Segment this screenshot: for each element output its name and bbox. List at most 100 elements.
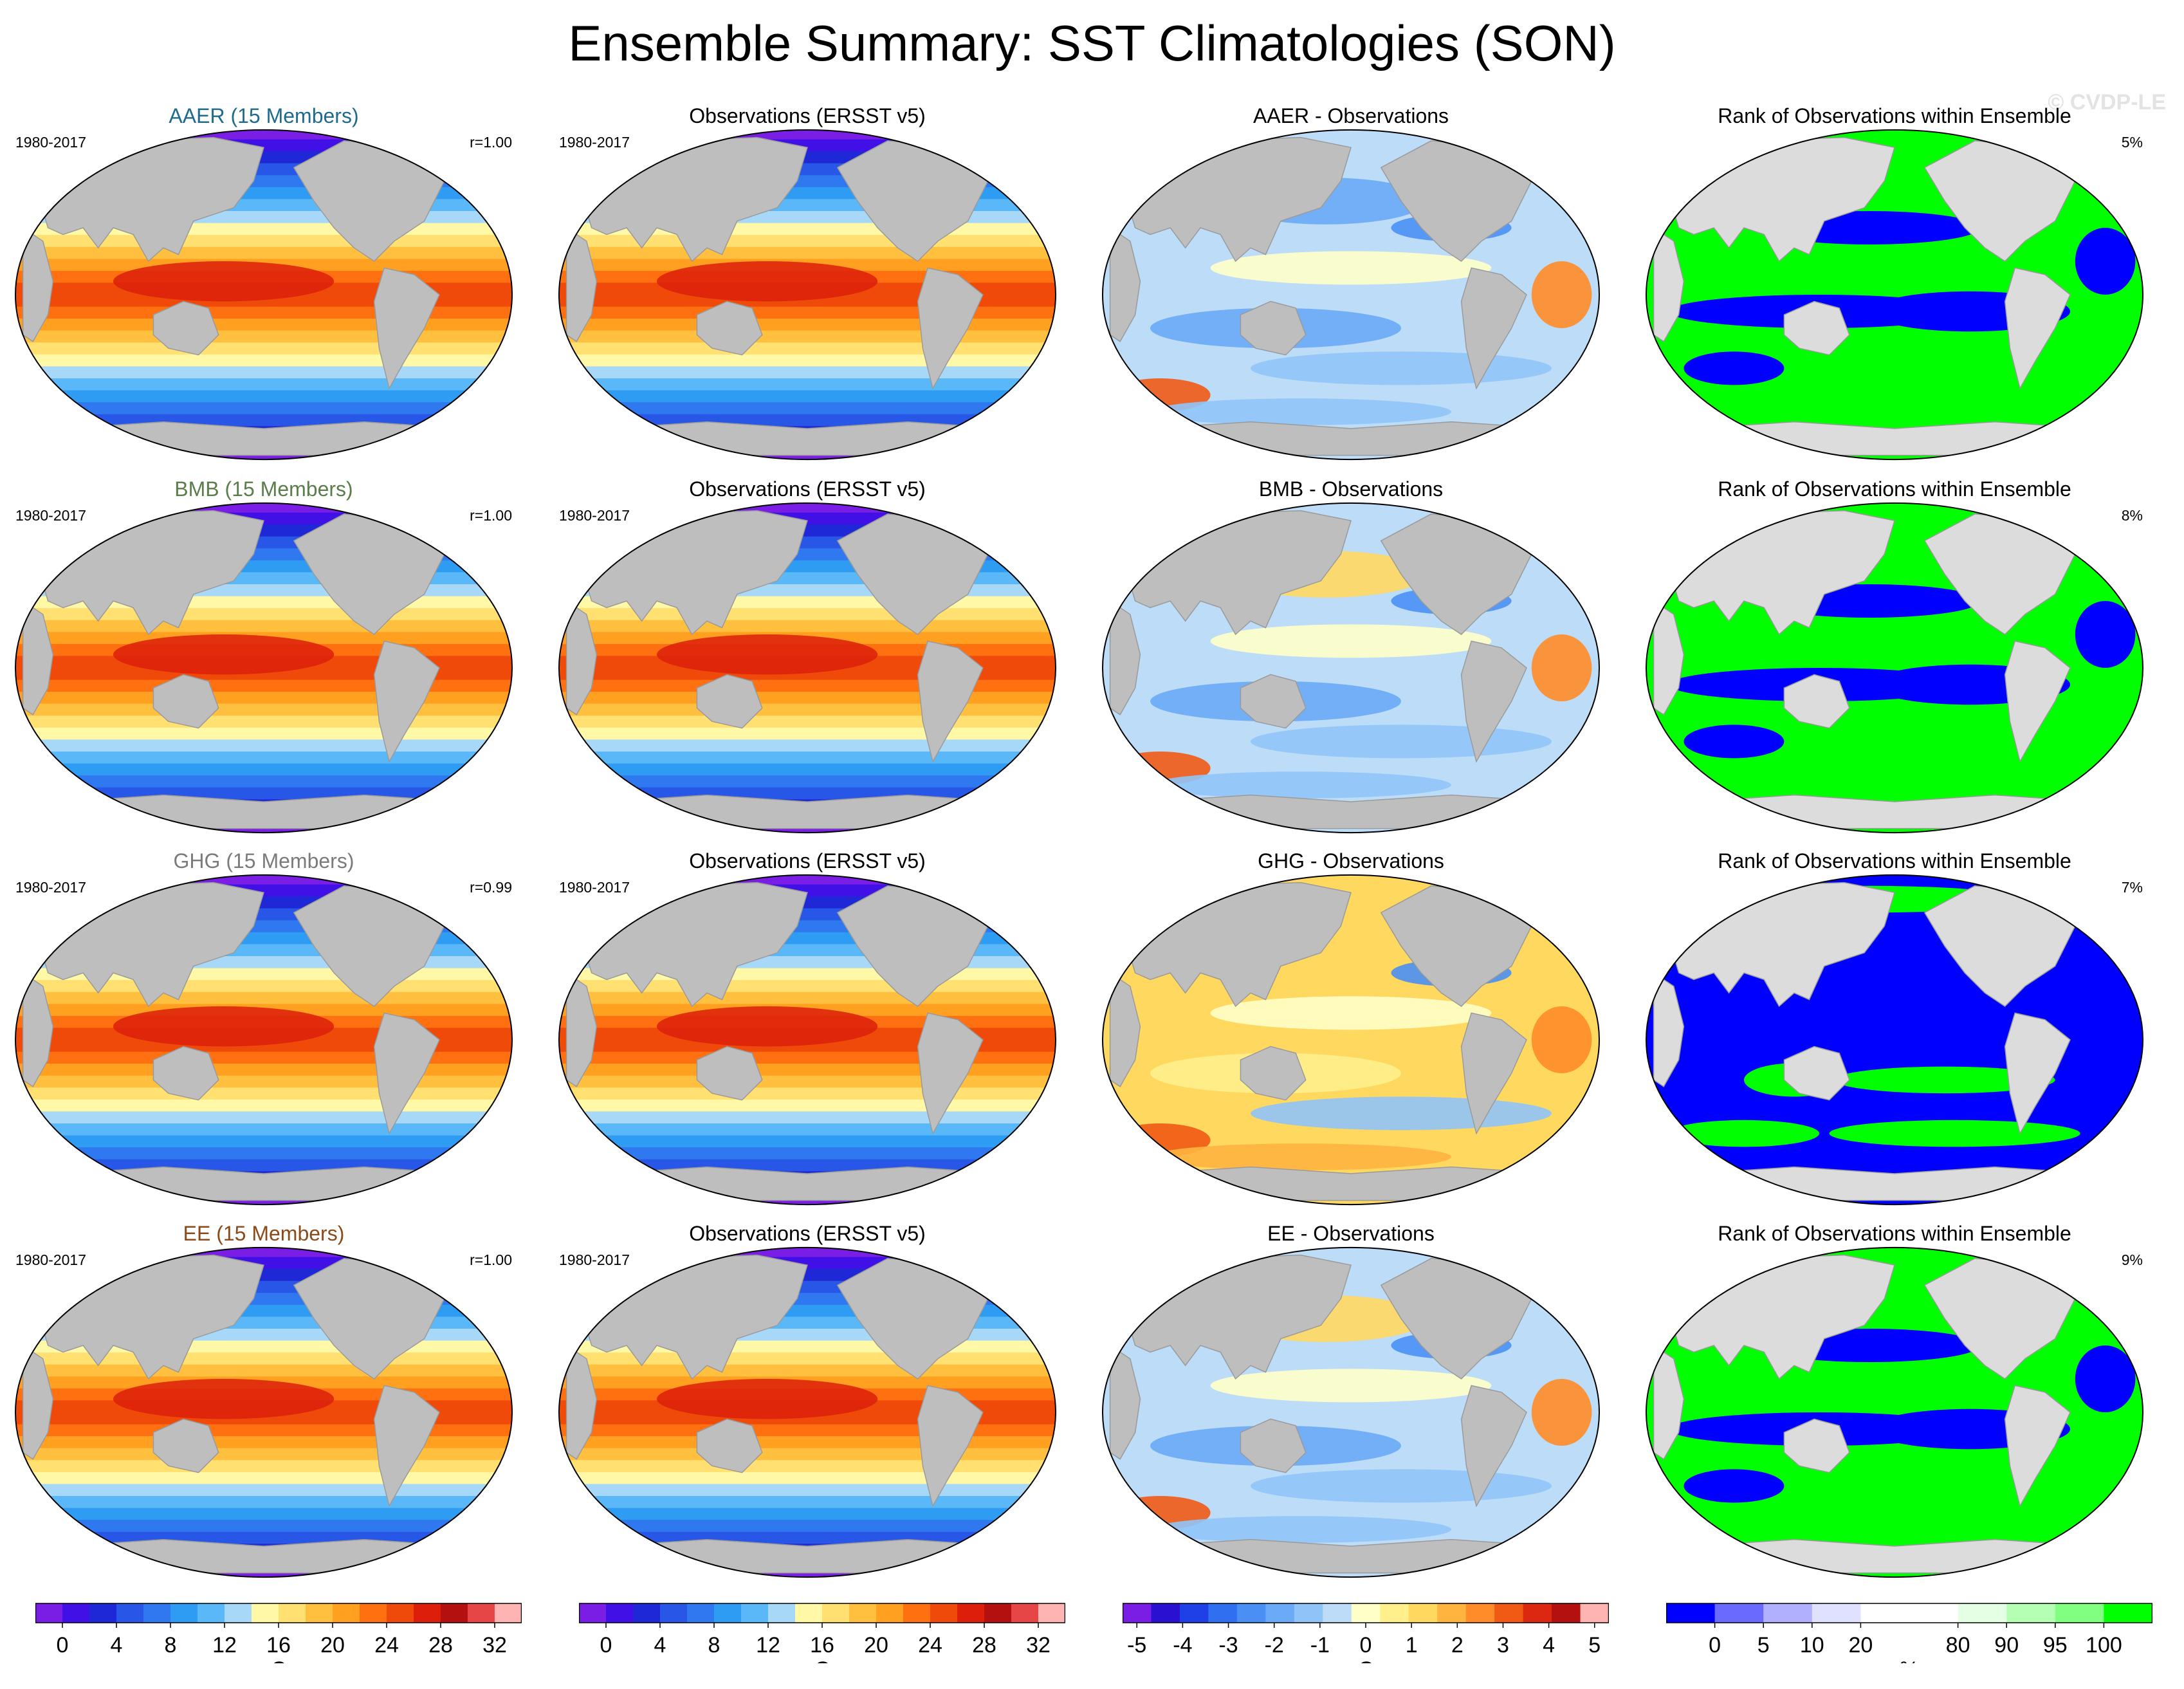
- sst-band: [15, 1352, 512, 1365]
- map-panel-ensemble: AAER (15 Members) 1980-2017 r=1.00: [6, 103, 521, 466]
- colorbar-svg: 0 5 10 20 80 90 95 100%: [1666, 1603, 2152, 1663]
- colorbar-tick-label: -2: [1265, 1633, 1284, 1657]
- diff-anomaly: [1150, 771, 1451, 798]
- map-panel-observations: Observations (ERSST v5) 1980-2017: [550, 476, 1065, 840]
- land-south-america: [2004, 1012, 2071, 1135]
- colorbar-tick-label: 24: [918, 1633, 942, 1657]
- colorbar-swatch: [876, 1603, 904, 1623]
- sst-band: [15, 1075, 512, 1089]
- colorbar-frame: [1666, 1603, 2152, 1623]
- land-australia: [696, 300, 763, 356]
- pattern-correlation: r=0.99: [470, 879, 512, 896]
- panel-title: Rank of Observations within Ensemble: [1718, 104, 2071, 127]
- sst-band: [15, 1436, 512, 1449]
- colorbar-tick-label: 4: [1543, 1633, 1555, 1657]
- rank-percent: 5%: [2121, 134, 2143, 151]
- sst-band: [558, 1135, 1056, 1149]
- land-greenland: [434, 881, 486, 927]
- land-south-america: [1460, 640, 1527, 763]
- map-panel-difference: EE - Observations: [1094, 1221, 1608, 1584]
- colorbar-tick-label: 90: [1994, 1633, 2019, 1657]
- map-observations: [558, 1247, 1057, 1578]
- rank-region: [1684, 351, 1785, 385]
- sst-band: [558, 1257, 1056, 1270]
- sst-band: [558, 1352, 1056, 1365]
- colorbar-swatch: [1380, 1603, 1409, 1623]
- colorbar-tick-label: 0: [1360, 1633, 1372, 1657]
- sst-band: [558, 342, 1056, 355]
- colorbar-swatch: [1494, 1603, 1524, 1623]
- sst-band: [558, 896, 1056, 909]
- colorbar-tick-label: 12: [756, 1633, 780, 1657]
- land-australia: [152, 1418, 219, 1473]
- diff-anomaly: [1150, 1143, 1451, 1170]
- sst-band: [558, 739, 1056, 752]
- sst-band: [558, 727, 1056, 741]
- land-greenland: [1521, 136, 1573, 182]
- colorbar-tick-label: -5: [1127, 1633, 1146, 1657]
- colorbar-swatch: [1265, 1603, 1295, 1623]
- warm-pool: [657, 261, 878, 302]
- sst-band: [15, 536, 512, 549]
- colorbar-swatch: [468, 1603, 495, 1623]
- map-border: [558, 503, 1057, 833]
- pattern-correlation: r=1.00: [470, 1251, 512, 1268]
- colorbar-swatch: [116, 1603, 144, 1623]
- land-south-america: [1460, 1385, 1527, 1508]
- colorbar-swatch: [714, 1603, 742, 1623]
- sst-band: [558, 1436, 1056, 1449]
- rank-region: [2075, 228, 2136, 295]
- sst-band: [558, 1123, 1056, 1136]
- sst-band: [558, 139, 1056, 152]
- sst-band: [15, 1496, 512, 1509]
- land-australia: [152, 1046, 219, 1101]
- rank-region: [2075, 1345, 2136, 1412]
- colorbar-swatch: [306, 1603, 333, 1623]
- sst-band: [15, 1460, 512, 1473]
- sst-band: [15, 524, 512, 537]
- sst-band: [15, 1087, 512, 1100]
- panel-period: 1980-2017: [15, 134, 86, 151]
- sst-band: [15, 679, 512, 693]
- land-south-america: [373, 1385, 440, 1508]
- sst-band: [15, 1424, 512, 1437]
- sst-band: [558, 980, 1056, 993]
- map-observations: [558, 503, 1057, 833]
- warm-pool: [657, 1379, 878, 1419]
- sst-band: [15, 1135, 512, 1149]
- panel-period: 1980-2017: [559, 507, 630, 524]
- colorbar-swatch: [89, 1603, 117, 1623]
- colorbar-tick-label: 8: [708, 1633, 720, 1657]
- colorbar-swatch: [1179, 1603, 1209, 1623]
- land-south-america: [917, 1012, 984, 1135]
- land-south-america: [373, 267, 440, 390]
- colorbar-swatch: [606, 1603, 634, 1623]
- colorbar-swatch: [1437, 1603, 1467, 1623]
- colorbar-swatch: [2006, 1603, 2056, 1623]
- map-border: [1101, 129, 1601, 460]
- colorbar-tick-label: 32: [1026, 1633, 1051, 1657]
- sst-band: [15, 402, 512, 415]
- sst-band: [558, 715, 1056, 728]
- colorbar-swatch: [660, 1603, 688, 1623]
- warm-pool: [113, 634, 335, 675]
- colorbar-tick-label: 28: [972, 1633, 996, 1657]
- colorbar-unit: C: [1358, 1657, 1374, 1663]
- land-south-america: [1460, 267, 1527, 390]
- colorbar-swatch: [197, 1603, 225, 1623]
- colorbar-swatch: [2055, 1603, 2104, 1623]
- colorbar-swatch: [143, 1603, 171, 1623]
- map-rank: [1645, 129, 2144, 460]
- colorbar-swatch: [930, 1603, 958, 1623]
- sst-band: [558, 378, 1056, 391]
- ocean-field: [15, 874, 512, 1205]
- colorbar-swatch: [984, 1603, 1012, 1623]
- colorbar-sst: 04812162024283236C: [35, 1602, 522, 1686]
- sst-band: [15, 1099, 512, 1112]
- panel-title: AAER - Observations: [1253, 104, 1449, 127]
- land-south-america: [373, 1012, 440, 1135]
- sst-band: [15, 1508, 512, 1521]
- panel-title: Rank of Observations within Ensemble: [1718, 477, 2071, 501]
- panel-title: BMB - Observations: [1258, 477, 1444, 501]
- rank-region: [1684, 725, 1785, 759]
